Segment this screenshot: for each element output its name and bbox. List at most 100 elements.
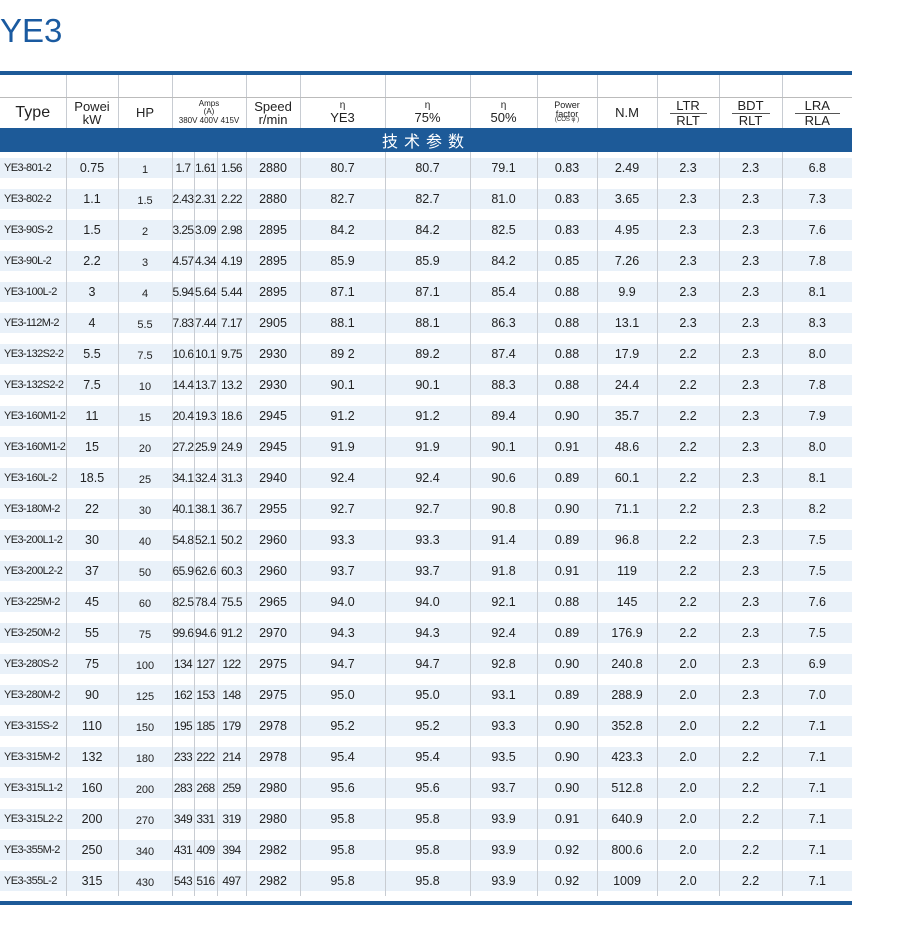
cell-amps-400v: 25.9 — [193, 431, 217, 462]
table-row: YE3-315L1-2 160 200 283 268 259 2980 95.6 95.6 93… — [0, 772, 853, 803]
cell-speed: 2980 — [245, 803, 301, 834]
cell-amps-415v: 319 — [216, 803, 247, 834]
cell-hp: 40 — [117, 524, 172, 555]
cell-type: YE3-280M-2 — [0, 679, 66, 710]
cell-power-factor: 0.89 — [536, 679, 598, 710]
cell-power-factor: 0.90 — [536, 710, 598, 741]
cell-amps-400v: 94.6 — [193, 617, 217, 648]
cell-amps-415v: 259 — [216, 772, 247, 803]
cell-lra-rla: 8.3 — [781, 307, 853, 338]
cell-ltr-rlt: 2.2 — [656, 617, 720, 648]
cell-eta-ye3: 95.6 — [299, 772, 386, 803]
cell-hp: 5.5 — [117, 307, 172, 338]
cell-eta-75: 85.9 — [384, 245, 471, 276]
cell-eta-75: 94.0 — [384, 586, 471, 617]
cell-lra-rla: 7.3 — [781, 183, 853, 214]
cell-power-kw: 315 — [65, 865, 118, 896]
cell-amps-400v: 13.7 — [193, 369, 217, 400]
cell-eta-50: 93.1 — [469, 679, 538, 710]
cell-type: YE3-315L2-2 — [0, 803, 66, 834]
cell-eta-75: 80.7 — [384, 152, 471, 183]
cell-amps-380v: 20.4 — [171, 400, 194, 431]
cell-bdt-rlt: 2.3 — [718, 586, 783, 617]
cell-power-factor: 0.91 — [536, 555, 598, 586]
cell-power-factor: 0.85 — [536, 245, 598, 276]
header-row: Type Powei kW HP Amps (A) 380V 400V 415V Sp… — [0, 97, 853, 128]
cell-hp: 75 — [117, 617, 172, 648]
cell-bdt-rlt: 2.3 — [718, 214, 783, 245]
cell-eta-75: 95.4 — [384, 741, 471, 772]
cell-eta-50: 90.6 — [469, 462, 538, 493]
cell-ltr-rlt: 2.2 — [656, 586, 720, 617]
cell-lra-rla: 7.6 — [781, 586, 853, 617]
cell-lra-rla: 8.0 — [781, 338, 853, 369]
cell-amps-380v: 3.25 — [171, 214, 194, 245]
cell-speed: 2895 — [245, 276, 301, 307]
cell-power-kw: 11 — [65, 400, 118, 431]
section-band: 技术参数 — [0, 128, 853, 152]
cell-hp: 270 — [117, 803, 172, 834]
cell-amps-415v: 36.7 — [216, 493, 247, 524]
table-row: YE3-250M-2 55 75 99.6 94.6 91.2 2970 94.3 94.3 92… — [0, 617, 853, 648]
cell-eta-ye3: 95.0 — [299, 679, 386, 710]
header-lra-rla: LRA RLA — [781, 97, 853, 128]
cell-amps-400v: 32.4 — [193, 462, 217, 493]
header-spacer-row — [0, 75, 853, 98]
header-speed: Speed r/min — [245, 97, 301, 128]
cell-eta-ye3: 92.7 — [299, 493, 386, 524]
cell-eta-50: 92.1 — [469, 586, 538, 617]
cell-amps-380v: 543 — [171, 865, 194, 896]
cell-power-kw: 15 — [65, 431, 118, 462]
cell-power-factor: 0.88 — [536, 586, 598, 617]
cell-speed: 2980 — [245, 772, 301, 803]
cell-hp: 30 — [117, 493, 172, 524]
cell-amps-400v: 7.44 — [193, 307, 217, 338]
cell-power-kw: 3 — [65, 276, 118, 307]
cell-nm: 4.95 — [596, 214, 658, 245]
cell-type: YE3-160M1-2 — [0, 431, 66, 462]
cell-amps-415v: 50.2 — [216, 524, 247, 555]
cell-amps-380v: 82.5 — [171, 586, 194, 617]
cell-amps-380v: 65.9 — [171, 555, 194, 586]
cell-bdt-rlt: 2.3 — [718, 431, 783, 462]
cell-ltr-rlt: 2.3 — [656, 307, 720, 338]
cell-type: YE3-802-2 — [0, 183, 66, 214]
table-row: YE3-200L2-2 37 50 65.9 62.6 60.3 2960 93.7 93.7 9… — [0, 555, 853, 586]
cell-lra-rla: 8.1 — [781, 462, 853, 493]
table-row: YE3-280M-2 90 125 162 153 148 2975 95.0 95.0 93.1… — [0, 679, 853, 710]
cell-nm: 96.8 — [596, 524, 658, 555]
cell-ltr-rlt: 2.0 — [656, 679, 720, 710]
page-title: YE3 — [0, 12, 63, 49]
cell-eta-50: 93.7 — [469, 772, 538, 803]
cell-type: YE3-112M-2 — [0, 307, 66, 338]
table-row: YE3-100L-2 3 4 5.94 5.64 5.44 2895 87.1 87.1 85.4… — [0, 276, 853, 307]
cell-amps-380v: 4.57 — [171, 245, 194, 276]
cell-eta-ye3: 80.7 — [299, 152, 386, 183]
cell-amps-380v: 431 — [171, 834, 194, 865]
cell-lra-rla: 7.5 — [781, 555, 853, 586]
cell-nm: 512.8 — [596, 772, 658, 803]
table-row: YE3-160M1-2 15 20 27.2 25.9 24.9 2945 91.9 91.9 9… — [0, 431, 853, 462]
cell-amps-380v: 162 — [171, 679, 194, 710]
table-row: YE3-90L-2 2.2 3 4.57 4.34 4.19 2895 85.9 85.9 84.… — [0, 245, 853, 276]
cell-eta-75: 92.4 — [384, 462, 471, 493]
cell-nm: 145 — [596, 586, 658, 617]
cell-ltr-rlt: 2.0 — [656, 710, 720, 741]
cell-amps-380v: 134 — [171, 648, 194, 679]
cell-eta-ye3: 94.3 — [299, 617, 386, 648]
cell-speed: 2940 — [245, 462, 301, 493]
cell-eta-50: 93.9 — [469, 865, 538, 896]
cell-speed: 2930 — [245, 338, 301, 369]
cell-eta-75: 92.7 — [384, 493, 471, 524]
cell-amps-415v: 122 — [216, 648, 247, 679]
cell-amps-415v: 394 — [216, 834, 247, 865]
cell-power-kw: 5.5 — [65, 338, 118, 369]
cell-lra-rla: 7.6 — [781, 214, 853, 245]
cell-eta-75: 91.9 — [384, 431, 471, 462]
cell-ltr-rlt: 2.0 — [656, 648, 720, 679]
cell-hp: 60 — [117, 586, 172, 617]
cell-power-kw: 1.1 — [65, 183, 118, 214]
cell-amps-380v: 10.6 — [171, 338, 194, 369]
cell-power-factor: 0.88 — [536, 307, 598, 338]
table-row: YE3-180M-2 22 30 40.1 38.1 36.7 2955 92.7 92.7 90… — [0, 493, 853, 524]
